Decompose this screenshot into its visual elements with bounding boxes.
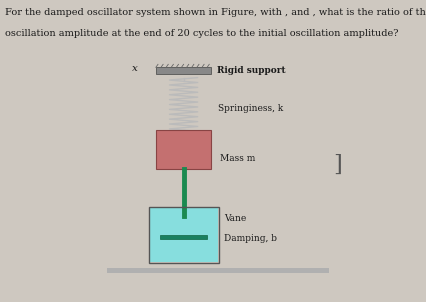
Text: Damping, b: Damping, b	[224, 234, 276, 243]
Text: Mass m: Mass m	[219, 154, 255, 163]
Text: Springiness, k: Springiness, k	[217, 104, 282, 113]
Bar	[150, 207, 217, 262]
Bar	[155, 130, 211, 169]
Text: For the damped oscillator system shown in Figure, with , and , what is the ratio: For the damped oscillator system shown i…	[5, 8, 426, 17]
Bar	[150, 207, 217, 262]
Text: x: x	[131, 64, 137, 73]
Bar	[155, 67, 211, 74]
Bar	[106, 268, 328, 273]
Text: oscillation amplitude at the end of 20 cycles to the initial oscillation amplitu: oscillation amplitude at the end of 20 c…	[5, 29, 398, 38]
Text: Vane: Vane	[224, 214, 246, 223]
Text: ]: ]	[332, 154, 341, 175]
Bar	[160, 235, 207, 239]
Bar	[148, 207, 219, 263]
Text: Rigid support: Rigid support	[216, 66, 285, 75]
